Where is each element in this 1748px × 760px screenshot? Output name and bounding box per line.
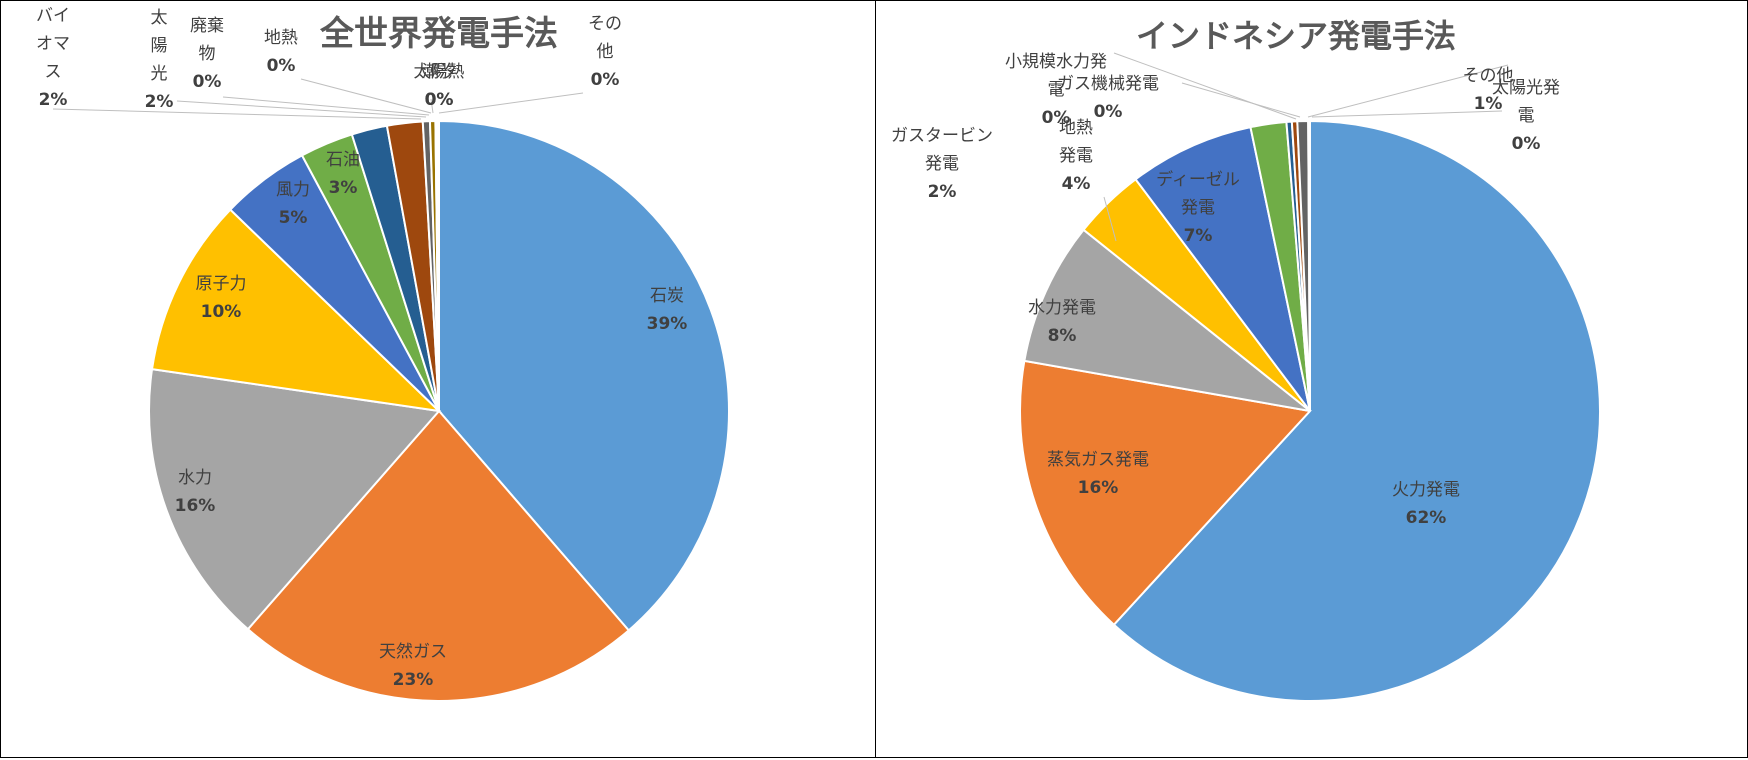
slice-label: ガス機械発電 bbox=[1057, 74, 1159, 94]
slice-value-label: 0% bbox=[591, 70, 620, 90]
slice-value-label: 5% bbox=[279, 208, 308, 228]
slice-label: 蒸気ガス発電 bbox=[1047, 450, 1149, 470]
pie-slice-4 bbox=[1134, 125, 1311, 412]
slice-label: 水力発電 bbox=[1028, 298, 1096, 318]
slice-value-label: 7% bbox=[1184, 226, 1213, 246]
slice-label: 潮汐 bbox=[422, 62, 456, 82]
slice-label: 太陽光発電 bbox=[1492, 78, 1560, 126]
slice-value-label: 0% bbox=[193, 72, 222, 92]
chart-title: インドネシア発電手法 bbox=[1136, 17, 1456, 55]
slice-value-label: 3% bbox=[329, 178, 358, 198]
slice-value-label: 8% bbox=[1048, 326, 1077, 346]
slice-label: 火力発電 bbox=[1392, 480, 1460, 500]
slice-value-label: 0% bbox=[425, 90, 454, 110]
slice-label: 天然ガス bbox=[379, 642, 447, 662]
slice-value-label: 0% bbox=[1512, 134, 1541, 154]
slice-label: 地熱 bbox=[264, 28, 298, 48]
leader-line bbox=[1103, 196, 1117, 242]
slice-value-label: 2% bbox=[145, 92, 174, 112]
slice-label: ディーゼル発電 bbox=[1156, 169, 1240, 218]
slice-value-label: 23% bbox=[393, 670, 434, 690]
slice-label: 石炭 bbox=[650, 286, 684, 306]
leader-line bbox=[1181, 82, 1301, 118]
pie-slice-0 bbox=[438, 119, 730, 632]
slice-label: バイオマス bbox=[36, 6, 70, 82]
slice-value-label: 16% bbox=[1078, 478, 1119, 498]
pie-slice-2 bbox=[1023, 228, 1311, 412]
leader-line bbox=[1113, 52, 1297, 120]
pie-slice-3 bbox=[150, 208, 442, 413]
indonesia-chart-panel: インドネシア発電手法 火力発電 62% 蒸気ガス発電 16% 水力発電 8% 地熱発電 4% デ… bbox=[875, 0, 1748, 758]
pie-slice-9 bbox=[1307, 119, 1311, 412]
slice-label: 太陽光 bbox=[151, 8, 168, 84]
slice-value-label: 2% bbox=[39, 90, 68, 110]
chart-title: 全世界発電手法 bbox=[319, 14, 558, 54]
leader-line bbox=[222, 96, 430, 116]
pie-slice-12 bbox=[437, 119, 440, 412]
slice-label: 水力 bbox=[178, 468, 212, 488]
leader-line bbox=[300, 78, 432, 114]
leader-line bbox=[1311, 110, 1503, 118]
world-chart-panel: 全世界発電手法 石炭 39% 天然ガス 23% 水力 16% 原子力 10% 風力 5% 石油 3% バ… bbox=[0, 0, 876, 758]
slice-label: 原子力 bbox=[196, 274, 247, 294]
slice-value-label: 62% bbox=[1406, 508, 1447, 528]
slice-label: 太陽熱 bbox=[414, 62, 465, 82]
slice-label: その他 bbox=[588, 14, 622, 62]
pie-slice-1 bbox=[246, 409, 631, 702]
world-pie-chart: 全世界発電手法 石炭 39% 天然ガス 23% 水力 16% 原子力 10% 風力 5% 石油 3% バ… bbox=[36, 6, 730, 702]
slice-value-label: 2% bbox=[928, 182, 957, 202]
slice-label: 風力 bbox=[276, 180, 310, 200]
leader-line bbox=[438, 92, 584, 114]
slice-value-label: 0% bbox=[1094, 102, 1123, 122]
slice-label: ガスタービン発電 bbox=[891, 126, 993, 174]
slice-value-label: 4% bbox=[1062, 174, 1091, 194]
pie-slice-0 bbox=[1112, 119, 1601, 702]
slice-label: 小規模水力発電 bbox=[1005, 52, 1107, 100]
leader-line bbox=[176, 100, 427, 118]
indonesia-pie-chart: インドネシア発電手法 火力発電 62% 蒸気ガス発電 16% 水力発電 8% 地熱発電 4% デ… bbox=[891, 17, 1601, 702]
leader-line bbox=[52, 108, 422, 120]
pie-slice-2 bbox=[148, 368, 441, 631]
leader-line bbox=[430, 98, 434, 114]
slice-label: 石油 bbox=[326, 150, 360, 170]
slice-value-label: 0% bbox=[425, 90, 454, 110]
slice-label: 地熱発電 bbox=[1059, 118, 1093, 166]
slice-value-label: 39% bbox=[647, 314, 688, 334]
slice-value-label: 10% bbox=[201, 302, 242, 322]
slice-value-label: 1% bbox=[1474, 94, 1503, 114]
slice-label: その他 bbox=[1463, 66, 1514, 86]
slice-value-label: 16% bbox=[175, 496, 216, 516]
slice-value-label: 0% bbox=[267, 56, 296, 76]
pie-slice-1 bbox=[1019, 359, 1312, 627]
slice-label: 廃棄物 bbox=[190, 16, 224, 64]
leader-line bbox=[1307, 64, 1509, 118]
slice-value-label: 0% bbox=[1042, 108, 1071, 128]
